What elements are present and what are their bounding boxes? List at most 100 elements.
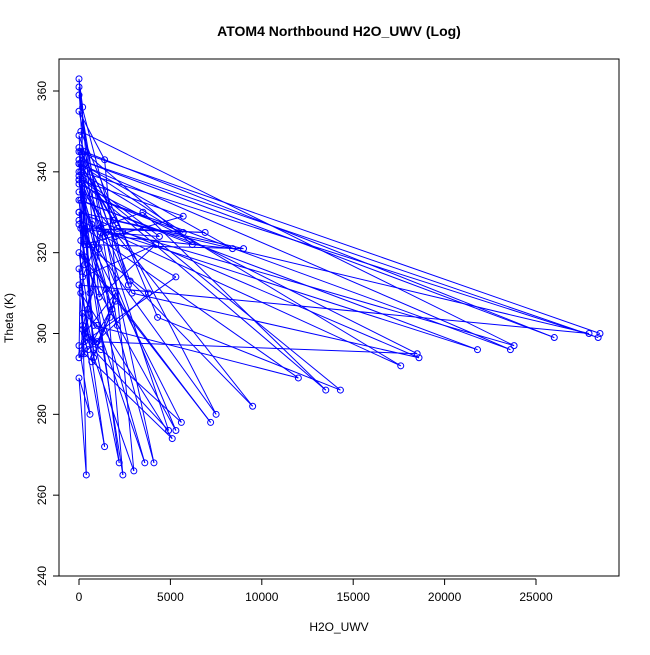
data-point <box>79 188 87 196</box>
y-tick-label: 280 <box>35 404 49 424</box>
series-segment <box>88 244 244 250</box>
series-segment <box>93 244 217 415</box>
series-segment <box>78 159 599 339</box>
series-segment <box>84 228 118 326</box>
data-point <box>212 410 220 418</box>
y-tick-label: 320 <box>35 242 49 262</box>
series-segment <box>93 349 169 431</box>
data-point <box>101 443 109 451</box>
data-point <box>88 358 96 366</box>
data-point <box>102 285 110 293</box>
series-segment <box>80 151 217 415</box>
data-point <box>177 418 185 426</box>
data-point <box>93 338 101 346</box>
data-point <box>77 196 85 204</box>
data-point <box>80 196 88 204</box>
data-point <box>101 156 109 164</box>
series-segment <box>93 341 418 355</box>
data-point <box>585 330 593 337</box>
series-segment <box>82 313 87 475</box>
series-segment <box>78 159 555 339</box>
data-point <box>75 107 83 115</box>
series-segment <box>129 280 254 407</box>
data-point <box>95 245 103 253</box>
series-segment <box>78 163 184 233</box>
series-segment <box>122 231 515 347</box>
data-point <box>75 144 83 152</box>
data-point <box>397 362 405 370</box>
data-point <box>115 459 123 467</box>
data-point <box>126 277 134 285</box>
y-tick-label: 340 <box>35 162 49 182</box>
data-point <box>75 156 83 164</box>
series-segment <box>78 179 327 391</box>
series-segment <box>78 292 149 359</box>
y-tick-label: 360 <box>35 81 49 101</box>
y-tick-label: 240 <box>35 566 49 586</box>
data-point <box>322 386 330 394</box>
data-point <box>79 325 87 333</box>
data-point <box>90 321 98 329</box>
series-segment <box>82 248 100 330</box>
data-point <box>102 228 110 236</box>
data-point <box>172 273 180 281</box>
data-point <box>596 330 604 337</box>
data-point <box>80 338 88 346</box>
data-point <box>113 224 121 232</box>
data-point <box>75 374 83 382</box>
data-point <box>75 216 83 224</box>
data-point <box>294 374 302 382</box>
data-point <box>79 164 87 172</box>
series-segment <box>80 199 177 431</box>
data-point <box>80 228 88 236</box>
series-segment <box>78 199 478 351</box>
series-segment <box>80 131 159 318</box>
data-point <box>113 321 121 329</box>
data-point <box>168 435 176 443</box>
data-point <box>90 241 98 249</box>
data-point <box>75 354 83 362</box>
data-point <box>112 297 120 305</box>
x-axis: 0 5000 10000 15000 20000 25000 <box>76 578 553 604</box>
series-segment <box>78 94 129 286</box>
data-point <box>510 342 518 350</box>
data-point <box>88 220 96 228</box>
y-axis-label: Theta (K) <box>2 293 16 343</box>
data-point <box>415 354 423 362</box>
data-point <box>75 176 83 184</box>
data-point <box>77 127 85 135</box>
data-point <box>97 346 105 354</box>
data-point <box>119 228 127 236</box>
series-segment <box>78 211 420 359</box>
data-point <box>152 241 160 249</box>
x-tick-label: 25000 <box>519 590 553 604</box>
series-segment <box>78 151 601 334</box>
data-point <box>141 459 149 467</box>
series-segment <box>78 252 212 423</box>
series-segment <box>111 309 155 463</box>
data-point <box>77 289 85 297</box>
series-segment <box>78 147 193 245</box>
series-segment <box>98 244 157 298</box>
data-point <box>75 180 83 188</box>
series-segment <box>104 236 177 278</box>
y-tick-label: 300 <box>35 323 49 343</box>
data-point <box>75 168 83 176</box>
data-point <box>84 346 92 354</box>
data-point <box>75 281 83 289</box>
data-point <box>86 289 94 297</box>
data-point <box>124 281 132 289</box>
series-segment <box>91 292 117 362</box>
data-point <box>155 233 163 240</box>
data-point <box>80 253 88 261</box>
x-axis-label: H2O_UWV <box>309 620 368 634</box>
series-segment <box>96 317 111 342</box>
series-segment <box>78 284 590 334</box>
x-tick-label: 15000 <box>337 590 371 604</box>
data-point <box>413 350 421 358</box>
data-point <box>77 224 85 232</box>
data-point <box>172 427 180 434</box>
data-point <box>240 245 248 253</box>
series-segment <box>142 211 327 391</box>
